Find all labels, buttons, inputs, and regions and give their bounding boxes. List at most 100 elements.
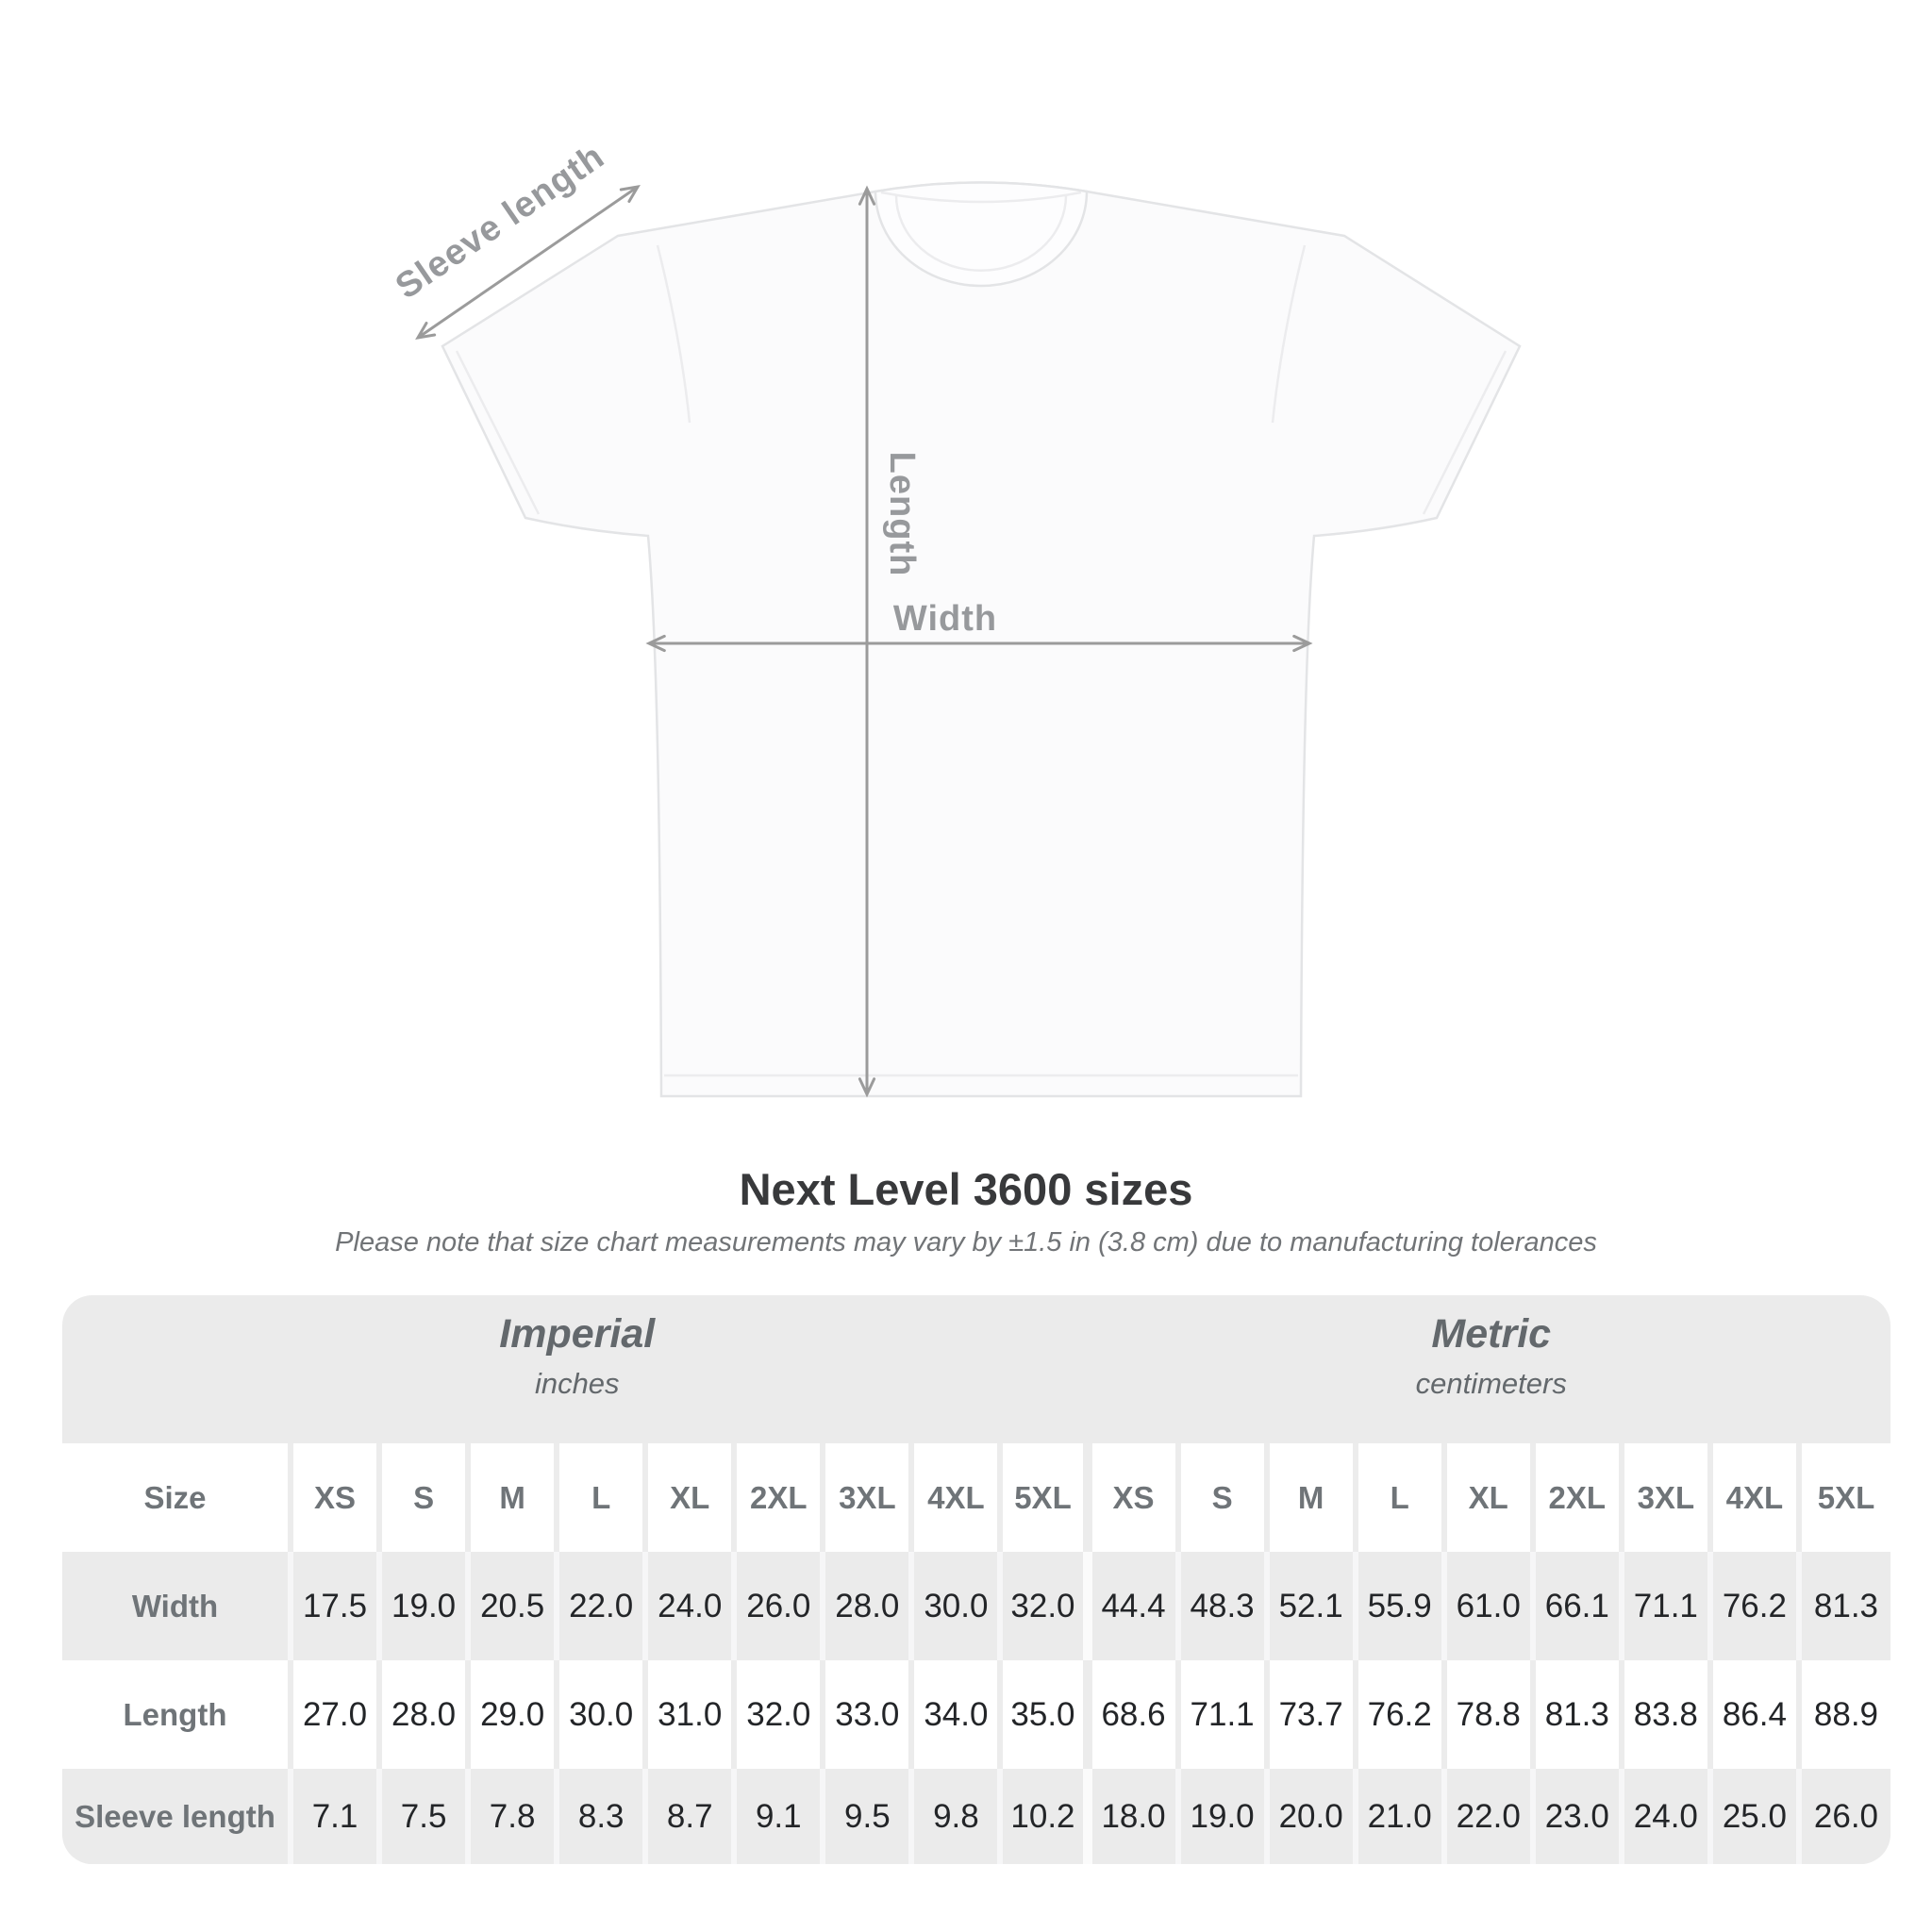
size-col-header: 5XL (1003, 1443, 1092, 1552)
size-col-header: M (1269, 1443, 1358, 1552)
size-col-header: XS (293, 1443, 383, 1552)
size-col-header: S (382, 1443, 472, 1552)
metric-header: Metric centimeters (1092, 1295, 1891, 1443)
value-cell: 7.8 (471, 1769, 560, 1864)
value-cell: 78.8 (1446, 1660, 1536, 1769)
value-cell: 35.0 (1003, 1660, 1092, 1769)
size-col-header: XS (1091, 1443, 1181, 1552)
value-cell: 34.0 (914, 1660, 1004, 1769)
size-col-header: 4XL (1712, 1443, 1802, 1552)
length-arrow (858, 185, 876, 1098)
value-cell: 28.0 (382, 1660, 472, 1769)
size-col-header: L (559, 1443, 649, 1552)
value-cell: 26.0 (737, 1552, 826, 1660)
value-cell: 19.0 (382, 1552, 472, 1660)
value-cell: 8.3 (559, 1769, 649, 1864)
value-cell: 55.9 (1357, 1552, 1447, 1660)
value-cell: 18.0 (1091, 1769, 1181, 1864)
value-cell: 30.0 (559, 1660, 649, 1769)
row-label-length: Length (62, 1660, 293, 1769)
left-cuff-stitch (455, 350, 541, 515)
width-arrow (645, 634, 1313, 653)
size-col-header: L (1357, 1443, 1447, 1552)
row-label-sleeve-length: Sleeve length (62, 1769, 293, 1864)
value-cell: 76.2 (1357, 1660, 1447, 1769)
value-cell: 76.2 (1712, 1552, 1802, 1660)
imperial-unit: inches (534, 1367, 620, 1400)
value-cell: 32.0 (1003, 1552, 1092, 1660)
value-cell: 8.7 (648, 1769, 738, 1864)
size-col-header: XL (648, 1443, 738, 1552)
value-cell: 32.0 (737, 1660, 826, 1769)
value-cell: 71.1 (1180, 1660, 1270, 1769)
collar-back-seam (880, 191, 1082, 204)
tshirt-diagram: Sleeve length Length Width (389, 137, 1522, 1098)
value-cell: 27.0 (293, 1660, 383, 1769)
size-col-header: 5XL (1801, 1443, 1890, 1552)
value-cell: 22.0 (559, 1552, 649, 1660)
imperial-header: Imperial inches (62, 1295, 1092, 1443)
value-cell: 24.0 (1624, 1769, 1713, 1864)
value-cell: 29.0 (471, 1660, 560, 1769)
size-col-header: 3XL (825, 1443, 915, 1552)
size-col-header: S (1180, 1443, 1270, 1552)
value-cell: 31.0 (648, 1660, 738, 1769)
value-cell: 24.0 (648, 1552, 738, 1660)
value-cell: 68.6 (1091, 1660, 1181, 1769)
value-cell: 83.8 (1624, 1660, 1713, 1769)
value-cell: 48.3 (1180, 1552, 1270, 1660)
value-cell: 61.0 (1446, 1552, 1536, 1660)
value-cell: 20.0 (1269, 1769, 1358, 1864)
collar-inner-seam (894, 194, 1068, 273)
size-col-header: 2XL (737, 1443, 826, 1552)
collar-graphic (874, 181, 1089, 288)
page-subtitle: Please note that size chart measurements… (335, 1227, 1597, 1257)
row-label-width: Width (62, 1552, 293, 1660)
size-col-header: 3XL (1624, 1443, 1713, 1552)
value-cell: 28.0 (825, 1552, 915, 1660)
value-cell: 17.5 (293, 1552, 383, 1660)
value-cell: 88.9 (1801, 1660, 1890, 1769)
right-sleeve-seam (1271, 244, 1307, 424)
sleeve-length-arrow (415, 184, 641, 341)
width-label: Width (893, 599, 997, 639)
value-cell: 33.0 (825, 1660, 915, 1769)
value-cell: 44.4 (1091, 1552, 1181, 1660)
size-col-header: 2XL (1535, 1443, 1624, 1552)
value-cell: 71.1 (1624, 1552, 1713, 1660)
length-label: Length (882, 452, 922, 577)
value-cell: 73.7 (1269, 1660, 1358, 1769)
value-cell: 7.1 (293, 1769, 383, 1864)
value-cell: 23.0 (1535, 1769, 1624, 1864)
size-row-label: Size (62, 1443, 293, 1552)
imperial-title: Imperial (499, 1311, 656, 1357)
metric-unit: centimeters (1415, 1367, 1567, 1400)
metric-title: Metric (1431, 1311, 1552, 1357)
left-sleeve-seam (656, 244, 691, 424)
value-cell: 21.0 (1357, 1769, 1447, 1864)
page-title: Next Level 3600 sizes (739, 1164, 1193, 1214)
value-cell: 81.3 (1801, 1552, 1890, 1660)
value-cell: 7.5 (382, 1769, 472, 1864)
size-col-header: M (471, 1443, 560, 1552)
tshirt-graphic (441, 181, 1522, 1098)
value-cell: 81.3 (1535, 1660, 1624, 1769)
value-cell: 22.0 (1446, 1769, 1536, 1864)
value-cell: 9.8 (914, 1769, 1004, 1864)
right-cuff-stitch (1422, 350, 1507, 515)
value-cell: 86.4 (1712, 1660, 1802, 1769)
value-cell: 9.1 (737, 1769, 826, 1864)
size-col-header: 4XL (914, 1443, 1004, 1552)
value-cell: 20.5 (471, 1552, 560, 1660)
value-cell: 25.0 (1712, 1769, 1802, 1864)
value-cell: 66.1 (1535, 1552, 1624, 1660)
value-cell: 19.0 (1180, 1769, 1270, 1864)
value-cell: 26.0 (1801, 1769, 1890, 1864)
value-cell: 52.1 (1269, 1552, 1358, 1660)
value-cell: 10.2 (1003, 1769, 1092, 1864)
size-col-header: XL (1446, 1443, 1536, 1552)
size-table: Imperial inches Metric centimeters Size … (62, 1295, 1890, 1864)
value-cell: 9.5 (825, 1769, 915, 1864)
value-cell: 30.0 (914, 1552, 1004, 1660)
